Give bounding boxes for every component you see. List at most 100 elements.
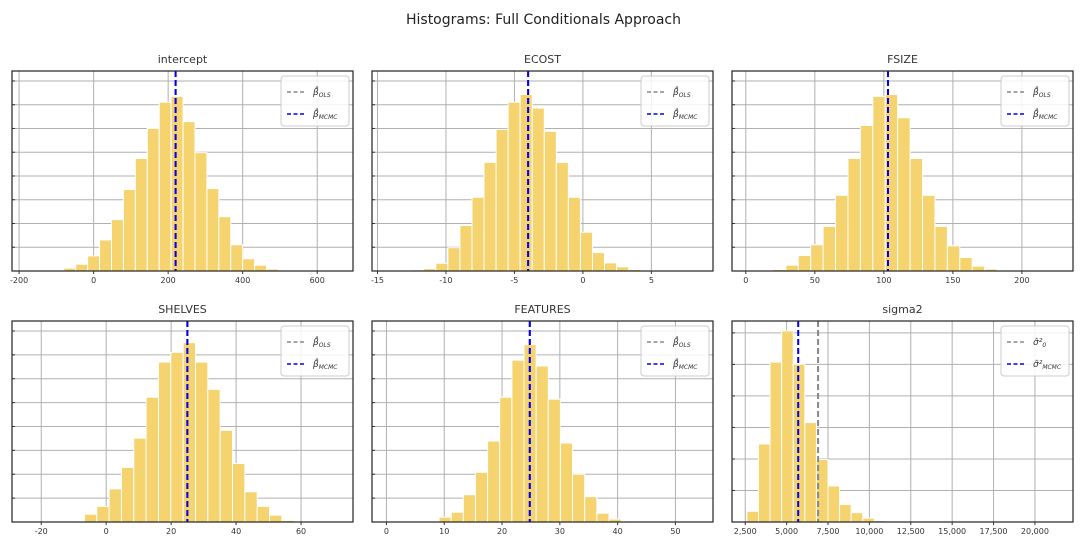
histogram-bar <box>579 231 593 272</box>
histogram-bar <box>971 265 986 272</box>
histogram-bar <box>850 512 864 523</box>
legend: β̂OLS β̂MCMC <box>280 325 350 377</box>
histogram-bar <box>230 244 244 272</box>
x-tick-label: 20,000 <box>1021 527 1049 536</box>
histogram-bar <box>87 255 101 272</box>
histogram-bar <box>182 121 196 272</box>
histogram-bar <box>909 157 924 272</box>
histogram-bar <box>897 117 911 272</box>
legend: β̂OLS β̂MCMC <box>280 75 350 127</box>
legend-box <box>280 325 350 377</box>
legend-ols-label: β̂OLS <box>312 335 331 349</box>
legend-mcmc-label: β̂MCMC <box>672 107 698 121</box>
legend-mcmc-label: β̂MCMC <box>312 107 338 121</box>
histogram-bar <box>559 442 574 523</box>
histogram-bar <box>959 256 973 272</box>
x-tick-label: 30 <box>555 527 565 536</box>
x-tick-label: 20 <box>497 527 507 536</box>
legend-mcmc-label: β̂MCMC <box>1032 107 1058 121</box>
legend-box <box>640 325 710 377</box>
histogram-bar <box>785 264 799 272</box>
histogram-bar <box>219 429 234 523</box>
legend: β̂OLS β̂MCMC <box>1000 75 1070 127</box>
legend-mcmc-label: σ̂²MCMC <box>1033 359 1062 371</box>
histogram-bar <box>934 225 948 272</box>
histogram-bar <box>543 130 557 272</box>
histogram-bar <box>572 473 586 523</box>
legend-ols-label: β̂OLS <box>672 85 691 99</box>
histogram-bar <box>182 342 196 523</box>
histogram-bar <box>146 127 160 272</box>
histogram-bar <box>827 485 841 523</box>
subplot-title: SHELVES <box>158 303 207 316</box>
histogram-bar <box>604 262 618 272</box>
x-tick-label: 100 <box>876 276 891 285</box>
x-tick-label: 7,500 <box>817 527 840 536</box>
histogram-bar <box>835 194 849 272</box>
subplot-intercept: intercept -200 0 200 400 600 β̂OLS β̂MCMC <box>10 53 354 285</box>
x-tick-label: 150 <box>945 276 960 285</box>
axes-frame <box>371 320 714 523</box>
histogram-bar <box>922 194 936 272</box>
histogram-bar <box>584 496 598 523</box>
x-tick-label: 20 <box>166 527 176 536</box>
legend-ols-label: β̂OLS <box>672 335 691 349</box>
x-tick-label: 600 <box>310 276 325 285</box>
histogram-bar <box>519 93 533 272</box>
histogram-bar <box>194 361 209 523</box>
histogram-bar <box>256 505 271 523</box>
subplot-title: sigma2 <box>882 303 922 316</box>
histogram-bar <box>471 196 485 272</box>
histogram-bar <box>804 422 817 523</box>
histogram-bar <box>158 101 172 272</box>
x-tick-label: 40 <box>231 527 241 536</box>
subplot-title: ECOST <box>524 53 561 66</box>
legend: σ̂²0 σ̂²MCMC <box>1000 325 1070 377</box>
histogram-bar <box>170 95 184 272</box>
histogram-bar <box>511 359 525 523</box>
legend-box <box>1000 75 1070 127</box>
histogram-bar <box>122 189 136 272</box>
histogram-bar <box>438 516 452 523</box>
subplot-title: FSIZE <box>887 53 918 66</box>
x-tick-label: 40 <box>613 527 623 536</box>
x-tick-label: 10,000 <box>855 527 883 536</box>
legend: β̂OLS β̂MCMC <box>640 325 710 377</box>
histogram-bar <box>781 330 794 523</box>
histogram-bar <box>555 161 569 272</box>
x-tick-label: 2,500 <box>734 527 757 536</box>
x-tick-label: 12,500 <box>897 527 925 536</box>
axes-frame <box>11 320 354 523</box>
legend-box <box>1000 325 1070 377</box>
subplot-features: FEATURES 0 10 20 30 40 50 β̂OLS β̂MCMC <box>371 303 714 536</box>
histogram-bar <box>797 254 812 272</box>
histogram-bar <box>75 263 89 272</box>
x-tick-label: 400 <box>235 276 250 285</box>
histogram-bar <box>157 361 172 523</box>
histogram-bar <box>946 245 961 272</box>
histogram-bar <box>111 219 124 272</box>
x-tick-label: 0 <box>104 527 109 536</box>
histogram-bar <box>462 494 476 523</box>
x-tick-label: 10 <box>439 527 449 536</box>
x-tick-label: -200 <box>10 276 28 285</box>
legend-box <box>640 75 710 127</box>
histogram-bar <box>447 247 461 272</box>
x-tick-label: 0 <box>91 276 96 285</box>
histogram-bar <box>495 128 509 272</box>
subplot-sigma2: sigma2 2,500 5,000 7,500 10,000 12,500 15,000 1… <box>731 303 1074 536</box>
histogram-bar <box>459 224 473 272</box>
histogram-bar <box>194 152 208 272</box>
histogram-bar <box>810 244 824 272</box>
histogram-bar <box>499 396 513 523</box>
histogram-bar <box>769 361 783 523</box>
histogram-bar <box>859 125 874 272</box>
histogram-bar <box>822 225 837 272</box>
x-tick-label: 200 <box>1014 276 1029 285</box>
figure-title: Histograms: Full Conditionals Approach <box>405 12 681 28</box>
legend-mcmc-label: β̂MCMC <box>312 357 338 371</box>
histogram-bar <box>596 512 610 523</box>
histogram-bar <box>244 491 258 523</box>
subplot-title: intercept <box>158 53 208 66</box>
